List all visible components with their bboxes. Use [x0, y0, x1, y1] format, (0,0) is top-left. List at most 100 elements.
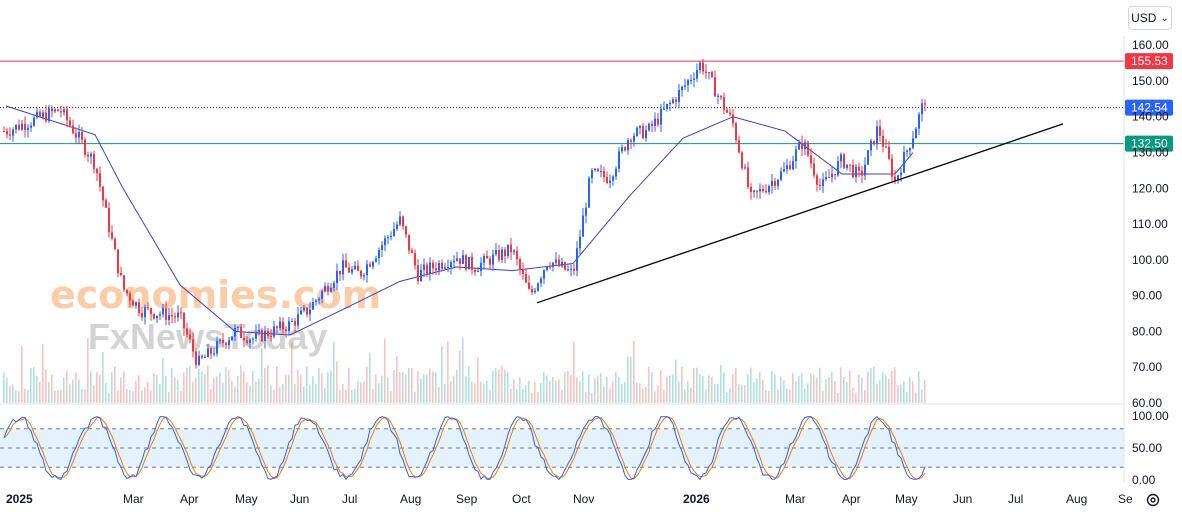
oscillator-pane [0, 415, 1124, 481]
candle-body [642, 125, 644, 139]
settings-button[interactable] [1144, 491, 1162, 509]
volume-bar [795, 381, 797, 403]
volume-bar [210, 389, 212, 403]
volume-bar [501, 365, 503, 403]
candle-body [276, 326, 278, 329]
volume-bar [312, 376, 314, 403]
time-tick-label: 2025 [6, 492, 33, 506]
candle-body [900, 172, 902, 176]
volume-bar [72, 379, 74, 403]
candle-body [318, 298, 320, 301]
candle-body [561, 262, 563, 267]
candle-body [237, 326, 239, 328]
candle-body [375, 258, 377, 262]
volume-bar [168, 391, 170, 403]
volume-bar [45, 368, 47, 403]
time-tick-label: Jun [290, 492, 309, 506]
volume-bar [255, 381, 257, 403]
volume-bar [849, 370, 851, 403]
candle-body [729, 112, 731, 115]
volume-bar [585, 391, 587, 403]
candle-body [327, 286, 329, 292]
volume-bar [537, 391, 539, 403]
trendline-segment[interactable] [536, 123, 1064, 304]
candle-body [843, 154, 845, 168]
candle-body [669, 102, 671, 105]
volume-bar [288, 374, 290, 403]
volume-bar [729, 388, 731, 403]
volume-bar [339, 389, 341, 403]
volume-bar [555, 380, 557, 403]
volume-bar [27, 390, 29, 403]
candle-body [102, 186, 104, 201]
candle-body [714, 77, 716, 97]
candle-body [693, 78, 695, 80]
volume-bar [648, 366, 650, 403]
candle-body [777, 179, 779, 186]
candle-body [378, 249, 380, 259]
volume-bar [243, 371, 245, 403]
last-price-label: 142.54 [1131, 101, 1168, 115]
candle-body [315, 300, 317, 303]
volume-bar [579, 381, 581, 403]
volume-bar [399, 372, 401, 403]
time-tick-label: Se [1118, 492, 1133, 506]
candle-body [99, 173, 101, 187]
volume-bar [480, 381, 482, 403]
candle-body [720, 95, 722, 98]
volume-bar [837, 392, 839, 403]
volume-bar [150, 390, 152, 403]
candle-body [630, 140, 632, 142]
volume-bar [852, 387, 854, 403]
candle-body [915, 128, 917, 139]
volume-bar [402, 372, 404, 403]
candle-body [396, 224, 398, 230]
candle-body [621, 147, 623, 152]
volume-bar [24, 388, 26, 403]
candle-body [144, 307, 146, 318]
volume-bar [33, 367, 35, 403]
osc-d-line [3, 416, 926, 480]
candle-body [489, 258, 491, 265]
candle-body [63, 109, 65, 113]
candle-body [255, 331, 257, 339]
volume-bar [774, 374, 776, 403]
candle-body [894, 176, 896, 181]
volume-bar [777, 389, 779, 403]
candle-body [27, 127, 29, 130]
volume-bar [408, 367, 410, 403]
candle-body [156, 315, 158, 319]
volume-bar [600, 372, 602, 403]
volume-bar [426, 374, 428, 403]
candle-body [411, 250, 413, 254]
candle-body [408, 234, 410, 251]
volume-bar [816, 377, 818, 403]
volume-bar [291, 342, 293, 403]
volume-bar [357, 380, 359, 403]
price-tick-label: 160.00 [1132, 38, 1169, 52]
last-price-tag [1125, 99, 1173, 116]
volume-bar [756, 378, 758, 403]
volume-bar [615, 372, 617, 403]
volume-bar [390, 391, 392, 403]
volume-bar [432, 371, 434, 403]
candle-body [441, 262, 443, 269]
volume-bar [546, 375, 548, 403]
volume-bar [918, 371, 920, 403]
candle-body [225, 343, 227, 346]
volume-bar [654, 391, 656, 403]
candle-body [567, 269, 569, 271]
volume-bar [186, 367, 188, 403]
candle-body [435, 268, 437, 271]
candle-body [660, 108, 662, 125]
volume-bar [249, 385, 251, 403]
candle-body [231, 336, 233, 341]
volume-bar [435, 372, 437, 403]
volume-bar [765, 389, 767, 403]
volume-bar [126, 388, 128, 403]
volume-bar [81, 388, 83, 403]
currency-select[interactable]: USD ⌄ [1128, 6, 1172, 30]
volume-bar [876, 383, 878, 403]
volume-bar [783, 380, 785, 403]
